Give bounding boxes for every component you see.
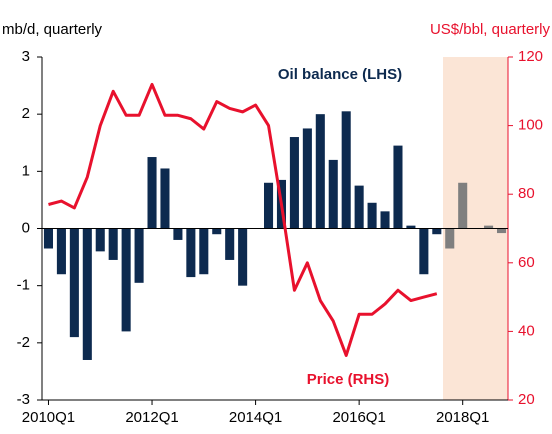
y2-tick-label: 80: [518, 185, 535, 202]
bar: [367, 202, 377, 229]
bar: [147, 157, 157, 229]
bar: [160, 168, 170, 229]
bar: [186, 228, 196, 278]
x-tick-label: 2012Q1: [125, 409, 178, 426]
bar: [484, 225, 494, 229]
y2-tick-label: 100: [518, 117, 543, 134]
bar: [212, 228, 222, 235]
y-axis-title: mb/d, quarterly: [2, 21, 103, 38]
bar: [263, 182, 274, 229]
bar: [108, 228, 118, 260]
bar: [380, 211, 390, 229]
y2-tick-label: 20: [518, 391, 535, 408]
bar: [134, 228, 144, 283]
bar: [238, 228, 248, 286]
bar: [419, 228, 429, 275]
y-tick-label: 2: [22, 105, 30, 122]
bar: [43, 228, 54, 249]
bar: [496, 228, 507, 234]
bar: [406, 225, 416, 229]
x-tick-label: 2016Q1: [332, 409, 385, 426]
bar: [82, 228, 92, 360]
y-tick-label: -3: [17, 391, 30, 408]
bar: [315, 114, 325, 229]
y-tick-label: 1: [22, 162, 30, 179]
bar: [69, 228, 79, 338]
y2-tick-label: 40: [518, 322, 535, 339]
bar: [173, 228, 183, 240]
y2-tick-label: 60: [518, 254, 535, 271]
bar: [354, 185, 364, 229]
bar: [121, 228, 131, 332]
bar: [328, 159, 338, 229]
bar: [95, 228, 105, 252]
bar: [393, 145, 403, 229]
bar: [432, 228, 442, 235]
x-tick-label: 2018Q1: [436, 409, 489, 426]
annotation: Oil balance (LHS): [278, 66, 402, 83]
bar: [445, 228, 455, 249]
x-tick-label: 2014Q1: [229, 409, 282, 426]
annotation: Price (RHS): [307, 371, 390, 388]
y2-axis-title: US$/bbl, quarterly: [430, 21, 551, 38]
bar: [302, 128, 312, 229]
y-tick-label: 3: [22, 48, 30, 65]
y-tick-label: -1: [17, 277, 30, 294]
bar: [458, 182, 468, 229]
price-line: [48, 82, 438, 357]
y2-tick-label: 120: [518, 48, 543, 65]
x-tick-label: 2010Q1: [22, 409, 75, 426]
bar: [56, 228, 66, 275]
bar: [289, 137, 299, 229]
bar: [341, 111, 351, 229]
y-tick-label: -2: [17, 334, 30, 351]
bar: [225, 228, 235, 260]
bar: [199, 228, 209, 275]
y-tick-label: 0: [22, 219, 30, 236]
